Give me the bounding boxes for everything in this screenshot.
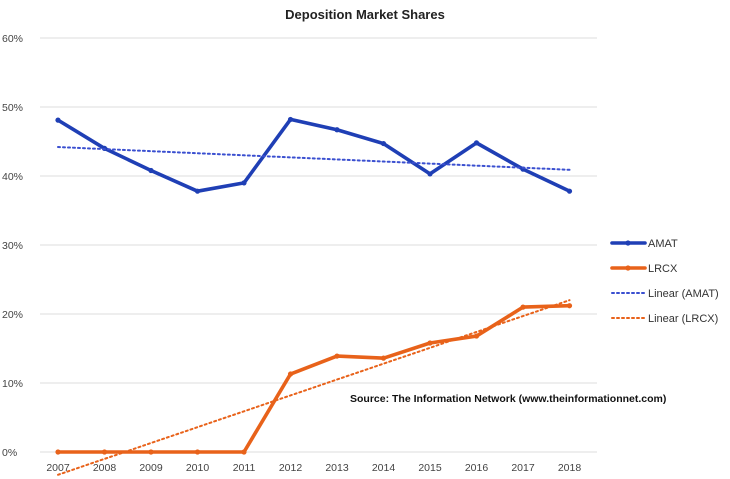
data-point	[334, 127, 340, 133]
data-point	[241, 180, 247, 186]
legend-marker	[625, 265, 631, 271]
source-annotation: Source: The Information Network (www.the…	[350, 393, 666, 405]
data-point	[194, 449, 201, 455]
x-tick-label: 2011	[233, 462, 256, 474]
x-tick-label: 2015	[418, 462, 442, 474]
data-point	[241, 449, 247, 455]
y-tick-label: 30%	[2, 240, 23, 252]
x-axis-ticks: 2007 2008 2009 2010 2011 2012 2013 2014 2015 2016…	[46, 462, 581, 474]
data-point	[287, 371, 294, 377]
data-point	[473, 333, 480, 339]
data-point	[55, 117, 61, 123]
x-tick-label: 2016	[465, 462, 489, 474]
data-point	[566, 303, 573, 309]
data-point	[101, 449, 108, 455]
legend: AMAT LRCX Linear (AMAT) Linear (LRCX)	[610, 238, 719, 325]
y-tick-label: 0%	[2, 447, 17, 459]
y-axis-ticks: 0% 10% 20% 30% 40% 50% 60%	[2, 33, 23, 459]
x-tick-label: 2018	[558, 462, 582, 474]
data-point	[380, 355, 387, 361]
series-group	[55, 116, 573, 476]
data-point	[380, 140, 387, 147]
x-tick-label: 2009	[139, 462, 163, 474]
legend-label: LRCX	[648, 263, 678, 275]
chart-title: Deposition Market Shares	[285, 7, 445, 22]
x-tick-label: 2007	[46, 462, 70, 474]
x-tick-label: 2013	[325, 462, 349, 474]
x-tick-label: 2014	[372, 462, 396, 474]
gridlines	[40, 37, 597, 453]
series-line-1	[56, 303, 572, 454]
data-point	[55, 449, 61, 455]
data-point	[148, 167, 154, 174]
data-point	[427, 340, 433, 346]
series-line-3	[57, 299, 571, 476]
data-point	[194, 188, 201, 194]
data-point	[473, 140, 480, 146]
legend-label: Linear (AMAT)	[648, 288, 719, 300]
data-point	[566, 188, 573, 194]
series-line-0	[56, 117, 572, 193]
data-point	[520, 304, 526, 310]
x-tick-label: 2012	[279, 462, 303, 474]
legend-label: AMAT	[648, 238, 678, 250]
y-tick-label: 50%	[2, 102, 23, 114]
legend-label: Linear (LRCX)	[648, 313, 718, 325]
y-tick-label: 40%	[2, 171, 23, 183]
x-tick-label: 2008	[93, 462, 117, 474]
y-tick-label: 60%	[2, 33, 23, 45]
legend-marker	[625, 240, 631, 246]
series-line-2	[57, 146, 571, 171]
x-tick-label: 2010	[186, 462, 210, 474]
y-tick-label: 20%	[2, 309, 23, 321]
y-tick-label: 10%	[2, 378, 23, 390]
x-tick-label: 2017	[511, 462, 535, 474]
data-point	[427, 171, 433, 177]
data-point	[334, 353, 340, 359]
data-point	[287, 116, 294, 123]
data-point	[148, 449, 154, 455]
